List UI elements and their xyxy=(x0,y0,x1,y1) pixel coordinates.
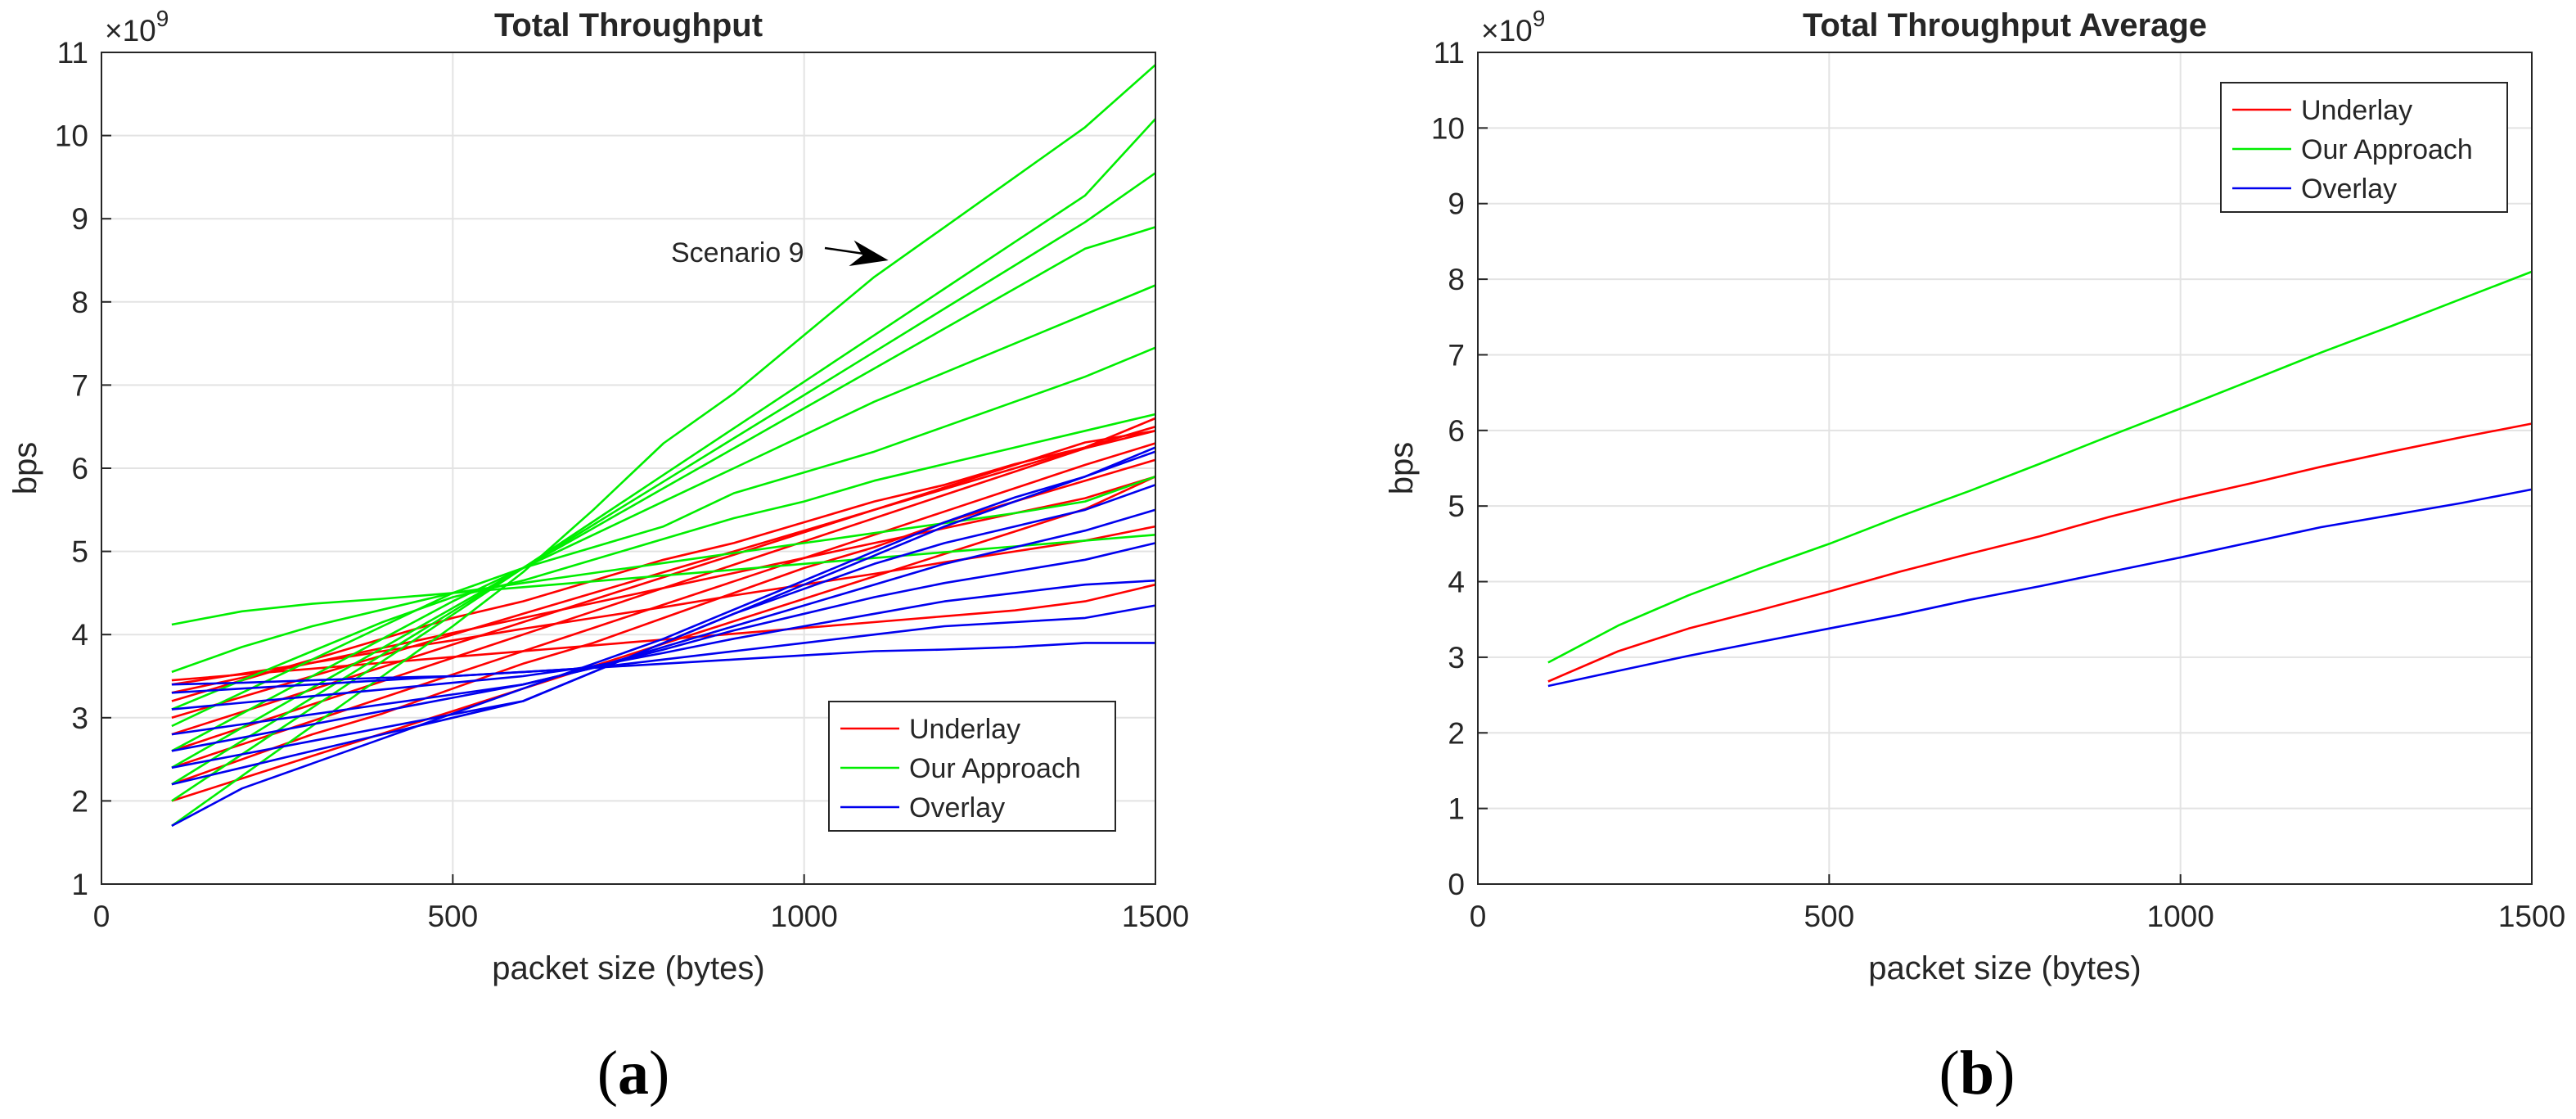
chart-a-exponent-base: ×10 xyxy=(105,14,156,47)
chart-b-y-tick-label: 11 xyxy=(1434,36,1465,70)
chart-b-legend-label-overlay: Overlay xyxy=(2301,174,2397,205)
chart-a-series-line-approach xyxy=(171,475,1156,674)
chart-a-series-line-overlay xyxy=(171,642,1155,686)
chart-a-series-line-underlay xyxy=(171,417,1156,720)
chart-a-series-line-approach xyxy=(171,534,1156,626)
chart-a: 0 500 1000 1500 1 2 3 4 5 6 7 8 9 10 11 Total Throughpu… xyxy=(7,6,1189,986)
chart-a-exponent-label: ×109 xyxy=(105,6,169,47)
chart-b-y-tick-label: 2 xyxy=(1448,716,1465,750)
chart-a-series-line-approach xyxy=(171,284,1156,752)
chart-a-y-tick-label: 5 xyxy=(71,535,88,569)
chart-b-series-line-approach xyxy=(1547,270,2533,664)
chart-b-exponent-power: 9 xyxy=(1533,6,1546,31)
chart-a-y-tick-label: 1 xyxy=(71,868,88,901)
chart-b-y-tick-label: 5 xyxy=(1448,490,1465,523)
chart-a-annotation-arrowhead xyxy=(849,240,889,266)
chart-a-y-tick-label: 4 xyxy=(71,618,88,652)
chart-a-series-line-approach xyxy=(171,64,1156,827)
chart-a-legend-label-approach: Our Approach xyxy=(909,753,1081,784)
chart-a-y-tick-label: 11 xyxy=(57,36,88,70)
chart-b-series-line-overlay xyxy=(1547,488,2533,688)
chart-a-series-line-approach xyxy=(171,226,1156,769)
chart-a-title: Total Throughput xyxy=(494,7,763,43)
chart-a-y-tick-label: 7 xyxy=(71,368,88,402)
chart-a-legend-box xyxy=(828,701,1116,832)
chart-a-series-line-approach xyxy=(171,118,1156,802)
chart-b-y-tick-label: 0 xyxy=(1448,868,1465,901)
chart-a-x-tick-label: 500 xyxy=(427,900,478,933)
chart-a-y-tick-label: 9 xyxy=(71,202,88,236)
chart-a-series-line-underlay xyxy=(171,442,1156,769)
chart-b-y-tick-label: 7 xyxy=(1448,338,1465,372)
chart-b-y-axis-label: bps xyxy=(1384,442,1420,495)
chart-b-title: Total Throughput Average xyxy=(1803,7,2207,43)
chart-b-legend-box xyxy=(2220,82,2508,213)
chart-a-legend-label-overlay: Overlay xyxy=(909,792,1005,823)
chart-b: 0 500 1000 1500 0 1 2 3 4 5 6 7 8 9 10 11 Total Throughp… xyxy=(1384,6,2565,986)
chart-a-series-line-underlay xyxy=(171,430,1156,752)
chart-a-series-line-overlay xyxy=(171,542,1156,736)
chart-a-x-tick-label: 1000 xyxy=(771,900,838,933)
chart-a-series-line-approach xyxy=(171,346,1156,728)
chart-a-series-line-underlay xyxy=(171,525,1156,686)
chart-b-x-tick-label: 1000 xyxy=(2147,900,2214,933)
chart-b-legend-label-underlay: Underlay xyxy=(2301,95,2412,126)
chart-b-y-tick-label: 10 xyxy=(1431,111,1465,145)
chart-a-series-line-approach xyxy=(171,413,1156,711)
chart-a-annotation-text: Scenario 9 xyxy=(671,237,804,268)
chart-a-y-tick-label: 10 xyxy=(55,120,88,153)
caption-b-letter: b xyxy=(1960,1039,1994,1108)
chart-b-legend-label-approach: Our Approach xyxy=(2301,134,2473,165)
chart-a-legend-label-underlay: Underlay xyxy=(909,714,1020,745)
chart-a-x-tick-label: 1500 xyxy=(1122,900,1189,933)
chart-a-annotation-arrow-shaft xyxy=(824,246,864,255)
chart-b-x-tick-label: 1500 xyxy=(2498,900,2565,933)
chart-a-series-line-underlay xyxy=(171,430,1156,736)
caption-a: (a) xyxy=(597,1039,670,1108)
chart-b-x-tick-label: 0 xyxy=(1470,900,1487,933)
chart-b-y-tick-label: 3 xyxy=(1448,641,1465,675)
chart-a-series-line-overlay xyxy=(171,508,1156,752)
chart-b-x-axis-label: packet size (bytes) xyxy=(1868,950,2141,986)
chart-b-axes-frame xyxy=(1477,52,2533,885)
chart-a-series-line-underlay xyxy=(171,458,1156,786)
chart-b-x-tick-label: 500 xyxy=(1804,900,1854,933)
chart-b-y-tick-label: 9 xyxy=(1448,187,1465,221)
chart-b-series-line-underlay xyxy=(1547,422,2533,683)
chart-a-series-line-overlay xyxy=(171,446,1156,786)
chart-b-y-tick-label: 4 xyxy=(1448,566,1465,599)
chart-a-series-line-overlay xyxy=(171,450,1156,828)
chart-a-y-tick-label: 3 xyxy=(71,702,88,735)
chart-a-series-line-overlay xyxy=(171,579,1156,711)
chart-a-y-tick-label: 8 xyxy=(71,286,88,319)
chart-a-x-tick-label: 0 xyxy=(93,900,110,933)
chart-b-y-tick-label: 1 xyxy=(1448,792,1465,826)
chart-a-y-tick-label: 6 xyxy=(71,452,88,485)
caption-a-letter: a xyxy=(618,1039,649,1108)
chart-a-y-axis-label: bps xyxy=(7,442,43,495)
chart-a-series-line-underlay xyxy=(171,425,1156,702)
chart-b-exponent-label: ×109 xyxy=(1481,6,1545,47)
chart-a-x-axis-label: packet size (bytes) xyxy=(492,950,764,986)
chart-b-y-tick-label: 8 xyxy=(1448,263,1465,296)
chart-a-y-tick-label: 2 xyxy=(71,784,88,818)
caption-b: (b) xyxy=(1939,1039,2015,1108)
chart-a-series-line-overlay xyxy=(171,604,1156,694)
chart-b-y-tick-label: 6 xyxy=(1448,414,1465,448)
chart-b-exponent-base: ×10 xyxy=(1481,14,1533,47)
chart-a-exponent-power: 9 xyxy=(156,6,169,31)
